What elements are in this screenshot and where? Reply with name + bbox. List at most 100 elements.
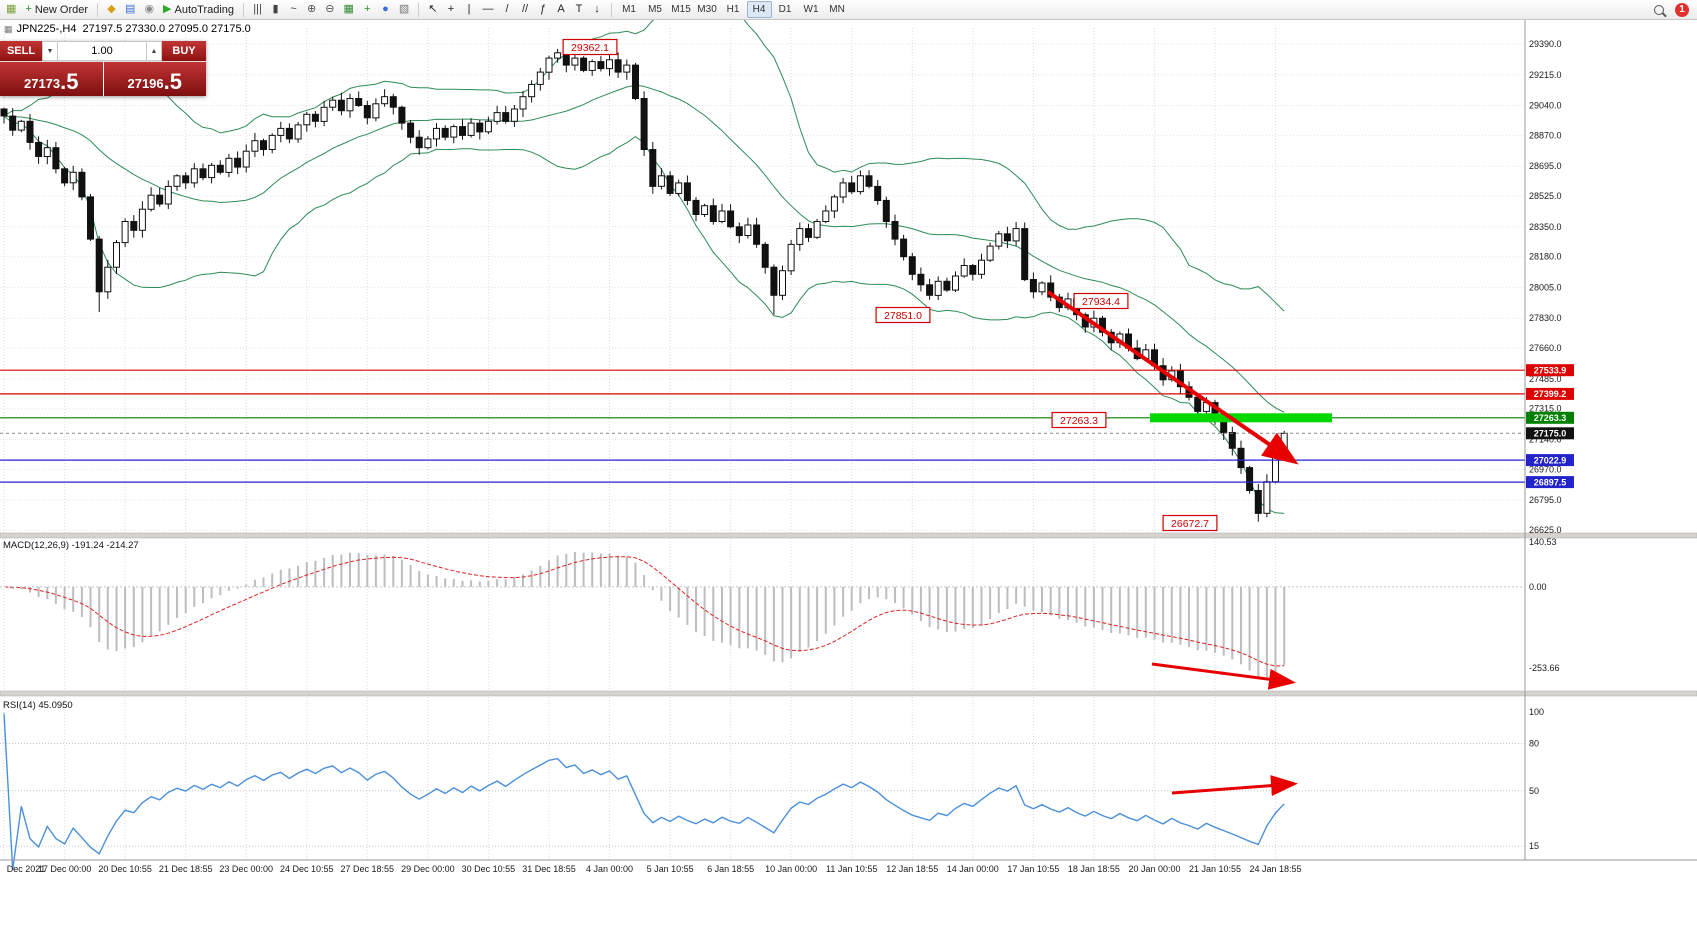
- toolbar-chart-group: ||| ▮ ~ ⊕ ⊖ ▦ + ● ▧: [249, 1, 413, 18]
- timeframe-m15-button[interactable]: M15: [671, 4, 691, 15]
- time-axis-label: 10 Jan 00:00: [765, 864, 817, 874]
- autotrading-button[interactable]: ▶ AutoTrading: [159, 1, 238, 18]
- price-axis-label: 28350.0: [1529, 222, 1562, 232]
- price-axis-label: 26625.0: [1529, 525, 1562, 535]
- volume-increase-button[interactable]: ▲: [146, 41, 162, 61]
- strategy-tester-icon[interactable]: ◉: [140, 1, 158, 18]
- expert-advisors-icon: ◆: [107, 3, 116, 15]
- toolbar-separator: [97, 2, 99, 17]
- support-zone-bar[interactable]: [1150, 413, 1332, 423]
- line-chart-icon: ~: [290, 3, 297, 15]
- vertical-line-icon[interactable]: |: [461, 1, 478, 18]
- annotation-label[interactable]: 27934.4: [1073, 292, 1129, 310]
- templates-icon[interactable]: ▧: [395, 1, 413, 18]
- time-axis-label: 14 Jan 00:00: [947, 864, 999, 874]
- trendline-icon[interactable]: /: [499, 1, 516, 18]
- timeframe-d1-button[interactable]: D1: [778, 4, 792, 15]
- time-axis-label: 21 Dec 18:55: [159, 864, 213, 874]
- chart-window[interactable]: 29362.1 27934.4 27851.0 27263.3 26672.7 29390…: [0, 20, 1697, 940]
- one-click-trading-panel: SELL ▼ ▲ BUY 27173.5 27196.5: [0, 41, 206, 96]
- macd-signal-line: [3, 556, 1285, 667]
- fibonacci-icon[interactable]: ƒ: [535, 1, 552, 18]
- data-window-icon[interactable]: ▤: [121, 1, 139, 18]
- rsi-axis-label: 80: [1529, 739, 1539, 749]
- price-axis-label: 27485.0: [1529, 374, 1562, 384]
- magnifier-icon: [1654, 4, 1664, 15]
- price-axis-label: 29040.0: [1529, 101, 1562, 111]
- bar-chart-icon[interactable]: |||: [249, 1, 266, 18]
- sell-price-button[interactable]: 27173.5: [0, 62, 103, 96]
- time-axis-label: 17 Jan 10:55: [1007, 864, 1059, 874]
- cursor-icon[interactable]: ↖: [424, 1, 441, 18]
- trend-arrow[interactable]: [1151, 662, 1296, 690]
- new-order-label: New Order: [34, 3, 89, 16]
- zoom-out-icon[interactable]: ⊖: [321, 1, 338, 18]
- annotation-label[interactable]: 29362.1: [562, 38, 618, 56]
- buy-button[interactable]: BUY: [162, 41, 206, 61]
- timeframe-m30-button[interactable]: M30: [697, 4, 717, 15]
- svg-text:27263.3: 27263.3: [1060, 415, 1098, 427]
- indicators-icon[interactable]: +: [359, 1, 376, 18]
- timeframe-h1-button[interactable]: H1: [726, 4, 740, 15]
- macd-axis-label: 0.00: [1529, 582, 1547, 592]
- autotrading-label: AutoTrading: [174, 3, 235, 16]
- time-axis-label: 29 Dec 00:00: [401, 864, 455, 874]
- sell-button[interactable]: SELL: [0, 41, 42, 61]
- annotation-label[interactable]: 26672.7: [1162, 514, 1218, 532]
- channel-icon[interactable]: //: [517, 1, 534, 18]
- bollinger-upper-band[interactable]: [3, 20, 1285, 312]
- price-axis-label: 26970.0: [1529, 464, 1562, 474]
- symbol-ohlc-text: JPN225-,H4 27197.5 27330.0 27095.0 27175…: [16, 23, 251, 35]
- annotation-label[interactable]: 27263.3: [1051, 411, 1107, 429]
- price-axis-label: 28870.0: [1529, 130, 1562, 140]
- line-chart-icon[interactable]: ~: [285, 1, 302, 18]
- zoom-in-icon[interactable]: ⊕: [303, 1, 320, 18]
- chart-canvas-holder[interactable]: 29362.1 27934.4 27851.0 27263.3 26672.7 29390…: [0, 20, 1697, 945]
- price-axis-label: 28695.0: [1529, 161, 1562, 171]
- autotrading-play-icon: ▶: [163, 3, 172, 15]
- tile-windows-icon[interactable]: ▦: [339, 1, 357, 18]
- candlestick-series[interactable]: [0, 20, 1288, 522]
- candlestick-chart-icon[interactable]: ▮: [267, 1, 284, 18]
- text-label-icon[interactable]: T: [571, 1, 588, 18]
- timeframe-mn-button[interactable]: MN: [829, 4, 845, 15]
- timeframe-w1-button[interactable]: W1: [803, 4, 819, 15]
- crosshair-icon[interactable]: +: [443, 1, 460, 18]
- trend-arrow[interactable]: [1171, 775, 1298, 797]
- price-axis-label: 27830.0: [1529, 313, 1562, 323]
- volume-decrease-button[interactable]: ▼: [42, 41, 58, 61]
- svg-text:26897.5: 26897.5: [1534, 477, 1567, 487]
- panel-divider[interactable]: [0, 690, 1697, 697]
- search-icon[interactable]: [1650, 1, 1668, 18]
- svg-text:27934.4: 27934.4: [1082, 296, 1120, 308]
- svg-text:27263.3: 27263.3: [1534, 413, 1567, 423]
- expert-advisors-icon[interactable]: ◆: [103, 1, 120, 18]
- periods-icon[interactable]: ●: [377, 1, 394, 18]
- panel-divider[interactable]: [0, 532, 1697, 539]
- chart-canvas[interactable]: 29362.1 27934.4 27851.0 27263.3 26672.7 29390…: [0, 20, 1697, 940]
- rsi-axis-label: 50: [1529, 786, 1539, 796]
- buy-price-button[interactable]: 27196.5: [103, 62, 206, 96]
- timeframe-m5-button[interactable]: M5: [648, 4, 662, 15]
- price-tag: 26897.5: [1526, 476, 1574, 489]
- trendline-icon: /: [505, 3, 509, 15]
- price-axis-label: 26795.0: [1529, 495, 1562, 505]
- toolbar-separator: [418, 2, 420, 17]
- notification-badge[interactable]: 1: [1675, 2, 1689, 17]
- volume-input[interactable]: [58, 41, 146, 61]
- timeframe-h4-button[interactable]: H4: [746, 1, 772, 18]
- text-icon[interactable]: A: [553, 1, 570, 18]
- toolbar-system-group: ◆ ▤ ◉: [103, 1, 158, 18]
- horizontal-line-icon[interactable]: —: [479, 1, 498, 18]
- time-axis-label: 12 Jan 18:55: [886, 864, 938, 874]
- bollinger-middle-band[interactable]: [3, 84, 1285, 413]
- new-order-button[interactable]: + New Order: [21, 1, 92, 18]
- new-chart-icon[interactable]: ▦: [2, 1, 20, 18]
- time-axis-label: 27 Dec 18:55: [341, 864, 395, 874]
- arrows-icon[interactable]: ↓: [589, 1, 606, 18]
- chart-ohlc-info: ▦ JPN225-,H4 27197.5 27330.0 27095.0 2717…: [4, 23, 251, 35]
- annotation-label[interactable]: 27851.0: [875, 306, 931, 324]
- horizontal-line-icon: —: [482, 3, 494, 15]
- trend-arrow[interactable]: [1046, 290, 1299, 465]
- timeframe-m1-button[interactable]: M1: [622, 4, 636, 15]
